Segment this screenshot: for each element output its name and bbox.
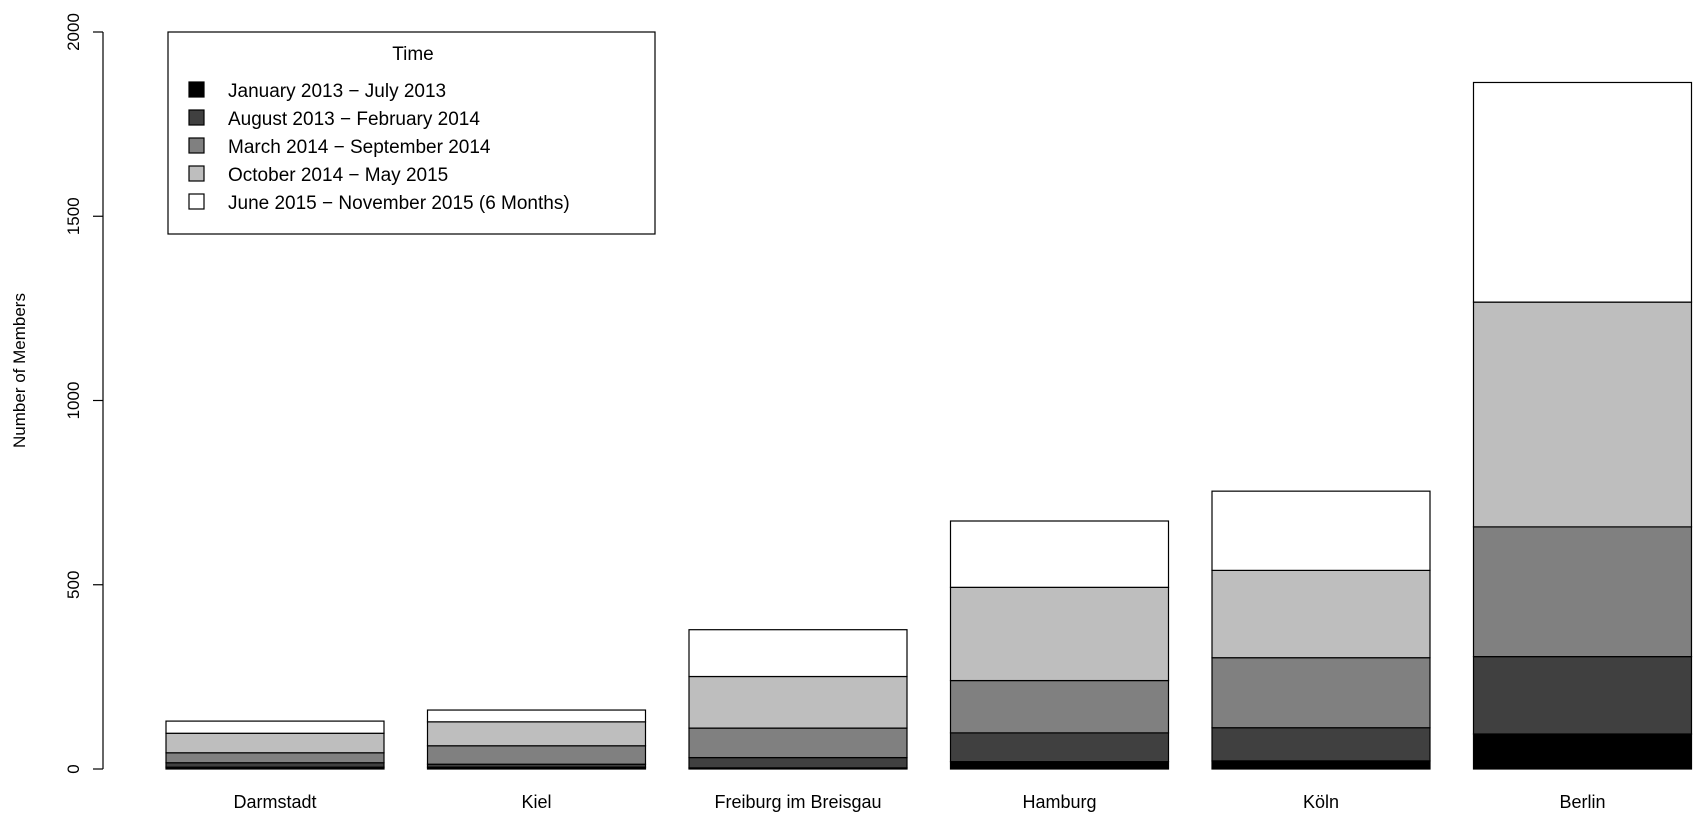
legend-item: October 2014 − May 2015 <box>188 165 448 186</box>
bar-segment <box>1472 526 1693 658</box>
bar-segment <box>426 709 647 723</box>
bar-segment <box>165 762 385 768</box>
legend-label: March 2014 − September 2014 <box>228 137 491 158</box>
legend-item: March 2014 − September 2014 <box>188 137 491 158</box>
bar-segment <box>688 756 908 769</box>
legend: Time January 2013 − July 2013 August 2013… <box>167 31 656 235</box>
category-labels: Darmstadt Kiel Freiburg im Breisgau Hamburg… <box>233 792 1605 812</box>
bar-stack <box>165 720 385 770</box>
bar-stack <box>688 629 908 770</box>
bar-stack <box>1211 490 1431 770</box>
legend-items: January 2013 − July 2013 August 2013 − Fe… <box>188 81 570 214</box>
y-tick-label: 1000 <box>64 382 83 420</box>
legend-swatch <box>188 165 205 182</box>
legend-title: Time <box>392 44 434 65</box>
bar-stack <box>949 520 1170 770</box>
bar-segment <box>426 745 647 765</box>
y-axis-title: Number of Members <box>10 293 29 448</box>
bar-segment <box>1472 301 1693 528</box>
bar-segment <box>1472 733 1693 770</box>
legend-swatch <box>188 193 205 210</box>
legend-label: October 2014 − May 2015 <box>228 165 448 186</box>
bar-segment <box>165 732 385 754</box>
bar-segment <box>1211 727 1431 762</box>
legend-box <box>167 31 656 235</box>
y-tick-label: 1500 <box>64 197 83 235</box>
y-axis: 0 500 1000 1500 2000 <box>64 13 104 774</box>
y-tick-label: 2000 <box>64 13 83 51</box>
y-tick-label: 500 <box>64 571 83 599</box>
x-tick-label: Hamburg <box>1022 792 1096 812</box>
legend-label: June 2015 − November 2015 (6 Months) <box>228 193 570 214</box>
bar-segment <box>165 752 385 764</box>
bar-segment <box>688 629 908 678</box>
legend-item: June 2015 − November 2015 (6 Months) <box>188 193 570 214</box>
bar-stack <box>1472 81 1693 770</box>
x-tick-label: Berlin <box>1559 792 1605 812</box>
x-tick-label: Darmstadt <box>233 792 316 812</box>
legend-label: August 2013 − February 2014 <box>228 109 480 130</box>
y-tick-label: 0 <box>64 764 83 773</box>
legend-label: January 2013 − July 2013 <box>228 81 446 102</box>
legend-item: January 2013 − July 2013 <box>188 81 446 102</box>
legend-swatch <box>188 81 205 98</box>
bar-segment <box>688 675 908 729</box>
bar-segment <box>1211 657 1431 729</box>
bar-segment <box>949 761 1170 770</box>
bar-segment <box>1472 81 1693 303</box>
legend-swatch <box>188 109 205 126</box>
bar-segment <box>949 520 1170 588</box>
bar-segment <box>949 679 1170 734</box>
bar-segment <box>165 720 385 734</box>
x-tick-label: Kiel <box>521 792 551 812</box>
bar-segment <box>426 721 647 747</box>
bar-segment <box>1211 760 1431 770</box>
bar-stack <box>426 709 647 770</box>
bar-segment <box>1211 490 1431 571</box>
x-tick-label: Köln <box>1303 792 1339 812</box>
bar-segment <box>949 586 1170 682</box>
bar-segment <box>1472 656 1693 735</box>
bar-segment <box>688 727 908 759</box>
x-tick-label: Freiburg im Breisgau <box>714 792 881 812</box>
legend-swatch <box>188 137 205 154</box>
bar-segment <box>949 732 1170 763</box>
legend-item: August 2013 − February 2014 <box>188 109 480 130</box>
bar-segment <box>1211 569 1431 659</box>
bars <box>165 81 1693 770</box>
